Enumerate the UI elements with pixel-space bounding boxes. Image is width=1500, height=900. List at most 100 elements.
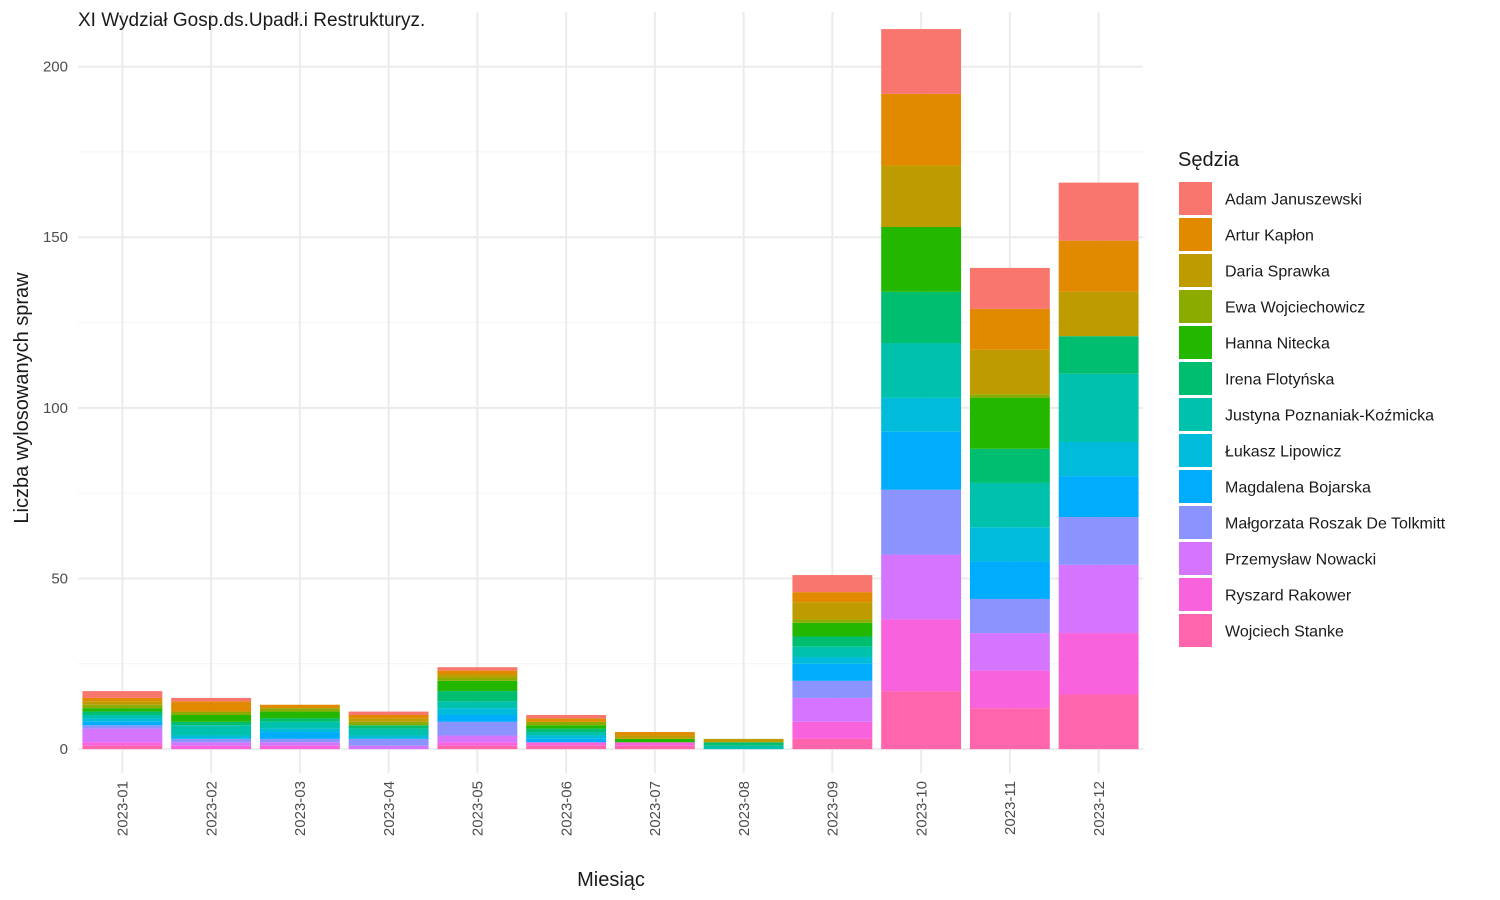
- bar-segment-2023-10-11: [881, 619, 962, 692]
- bar-segment-2023-10-8: [881, 431, 962, 490]
- bar-segment-2023-01-9: [82, 725, 163, 729]
- legend-label-8: Magdalena Bojarska: [1225, 480, 1371, 497]
- bars: [82, 29, 1139, 750]
- bar-segment-2023-02-6: [171, 725, 252, 736]
- bar-segment-2023-03-5: [259, 718, 340, 722]
- bar-segment-2023-02-11: [171, 745, 252, 750]
- bar-segment-2023-09-0: [792, 575, 873, 593]
- legend-label-4: Hanna Nitecka: [1225, 336, 1330, 353]
- bar-segment-2023-08-6: [703, 745, 784, 750]
- bar-segment-2023-10-0: [881, 29, 962, 94]
- bar-segment-2023-03-11: [259, 745, 340, 750]
- legend-key-10: [1179, 542, 1212, 575]
- bar-segment-2023-05-6: [437, 701, 518, 709]
- chart-title: XI Wydział Gosp.ds.Upadł.i Restrukturyz.: [78, 10, 425, 31]
- bar-segment-2023-05-7: [437, 708, 518, 715]
- legend-label-9: Małgorzata Roszak De Tolkmitt: [1225, 516, 1446, 533]
- bar-segment-2023-06-11: [526, 742, 607, 746]
- bar-segment-2023-09-4: [792, 622, 873, 637]
- legend-label-11: Ryszard Rakower: [1225, 588, 1352, 605]
- bar-segment-2023-12-11: [1058, 633, 1139, 695]
- bar-segment-2023-07-2: [614, 735, 695, 739]
- x-axis-ticks: 2023-01 2023-02 2023-03 2023-04 2023-05 2023-…: [115, 781, 1108, 836]
- legend-label-3: Ewa Wojciechowicz: [1225, 300, 1365, 317]
- bar-segment-2023-03-7: [259, 728, 340, 733]
- bar-segment-2023-01-8: [82, 721, 163, 726]
- bar-segment-2023-07-11: [614, 742, 695, 746]
- bar-segment-2023-04-9: [348, 738, 429, 746]
- bar-segment-2023-11-7: [969, 527, 1050, 562]
- bar-segment-2023-12-10: [1058, 564, 1139, 634]
- bar-segment-2023-05-1: [437, 670, 518, 675]
- bar-segment-2023-12-2: [1058, 291, 1139, 337]
- bar-segment-2023-01-2: [82, 701, 163, 705]
- bar-segment-2023-10-7: [881, 397, 962, 432]
- bar-segment-2023-05-10: [437, 735, 518, 743]
- legend-key-11: [1179, 578, 1212, 611]
- bar-segment-2023-05-3: [437, 677, 518, 681]
- bar-segment-2023-07-4: [614, 738, 695, 743]
- bar-segment-2023-10-5: [881, 291, 962, 344]
- bar-segment-2023-04-3: [348, 721, 429, 726]
- legend-label-7: Łukasz Lipowicz: [1225, 444, 1342, 461]
- x-tick-label-2: 2023-03: [292, 781, 309, 836]
- bar-segment-2023-11-3: [969, 394, 1050, 398]
- y-tick-label-4: 200: [43, 59, 68, 76]
- legend-label-5: Irena Flotyńska: [1225, 372, 1334, 389]
- legend-key-4: [1179, 326, 1212, 359]
- bar-segment-2023-08-5: [703, 742, 784, 746]
- bar-segment-2023-09-8: [792, 663, 873, 681]
- bar-segment-2023-05-11: [437, 742, 518, 746]
- bar-segment-2023-05-0: [437, 667, 518, 671]
- y-axis-ticks: 0 50 100 150 200: [43, 59, 68, 759]
- bar-segment-2023-11-6: [969, 482, 1050, 528]
- bar-segment-2023-10-6: [881, 343, 962, 398]
- legend-key-2: [1179, 254, 1212, 287]
- legend-title: Sędzia: [1178, 149, 1240, 171]
- bar-segment-2023-04-6: [348, 728, 429, 736]
- bar-segment-2023-11-10: [969, 633, 1050, 671]
- y-tick-label-0: 0: [60, 741, 68, 758]
- bar-segment-2023-09-1: [792, 592, 873, 603]
- y-axis-title: Liczba wylosowanych spraw: [11, 272, 33, 524]
- bar-segment-2023-05-4: [437, 680, 518, 692]
- bar-segment-2023-01-10: [82, 728, 163, 743]
- legend-label-12: Wojciech Stanke: [1225, 624, 1344, 641]
- x-tick-label-7: 2023-08: [736, 781, 753, 836]
- bar-segment-2023-12-0: [1058, 182, 1139, 241]
- legend-key-5: [1179, 362, 1212, 395]
- x-tick-label-4: 2023-05: [470, 781, 487, 836]
- bar-segment-2023-05-9: [437, 721, 518, 736]
- x-tick-label-0: 2023-01: [115, 781, 132, 836]
- bar-segment-2023-11-12: [969, 708, 1050, 750]
- legend-key-12: [1179, 614, 1212, 647]
- legend-key-7: [1179, 434, 1212, 467]
- bar-segment-2023-02-9: [171, 738, 252, 743]
- bar-segment-2023-12-5: [1058, 336, 1139, 374]
- bar-segment-2023-02-10: [171, 742, 252, 746]
- bar-segment-2023-01-6: [82, 714, 163, 719]
- bar-segment-2023-11-0: [969, 267, 1050, 309]
- bar-segment-2023-03-6: [259, 721, 340, 729]
- bar-segment-2023-04-2: [348, 718, 429, 722]
- bar-segment-2023-06-6: [526, 732, 607, 736]
- legend-key-8: [1179, 470, 1212, 503]
- bar-segment-2023-11-2: [969, 349, 1050, 395]
- bar-segment-2023-01-12: [82, 745, 163, 750]
- bar-segment-2023-10-4: [881, 226, 962, 292]
- bar-segment-2023-03-10: [259, 742, 340, 746]
- bar-segment-2023-01-7: [82, 718, 163, 722]
- x-tick-label-9: 2023-10: [913, 781, 930, 836]
- bar-segment-2023-10-10: [881, 554, 962, 620]
- legend-key-9: [1179, 506, 1212, 539]
- y-tick-label-1: 50: [51, 570, 68, 587]
- bar-segment-2023-01-1: [82, 697, 163, 702]
- bar-segment-2023-06-1: [526, 718, 607, 722]
- legend: Sędzia Adam Januszewski Artur Kapłon Daria…: [1178, 149, 1446, 647]
- bar-segment-2023-01-0: [82, 691, 163, 698]
- bar-segment-2023-04-7: [348, 735, 429, 739]
- legend-label-1: Artur Kapłon: [1225, 228, 1314, 245]
- bar-segment-2023-06-8: [526, 738, 607, 743]
- legend-key-0: [1179, 182, 1212, 215]
- bar-segment-2023-02-7: [171, 735, 252, 739]
